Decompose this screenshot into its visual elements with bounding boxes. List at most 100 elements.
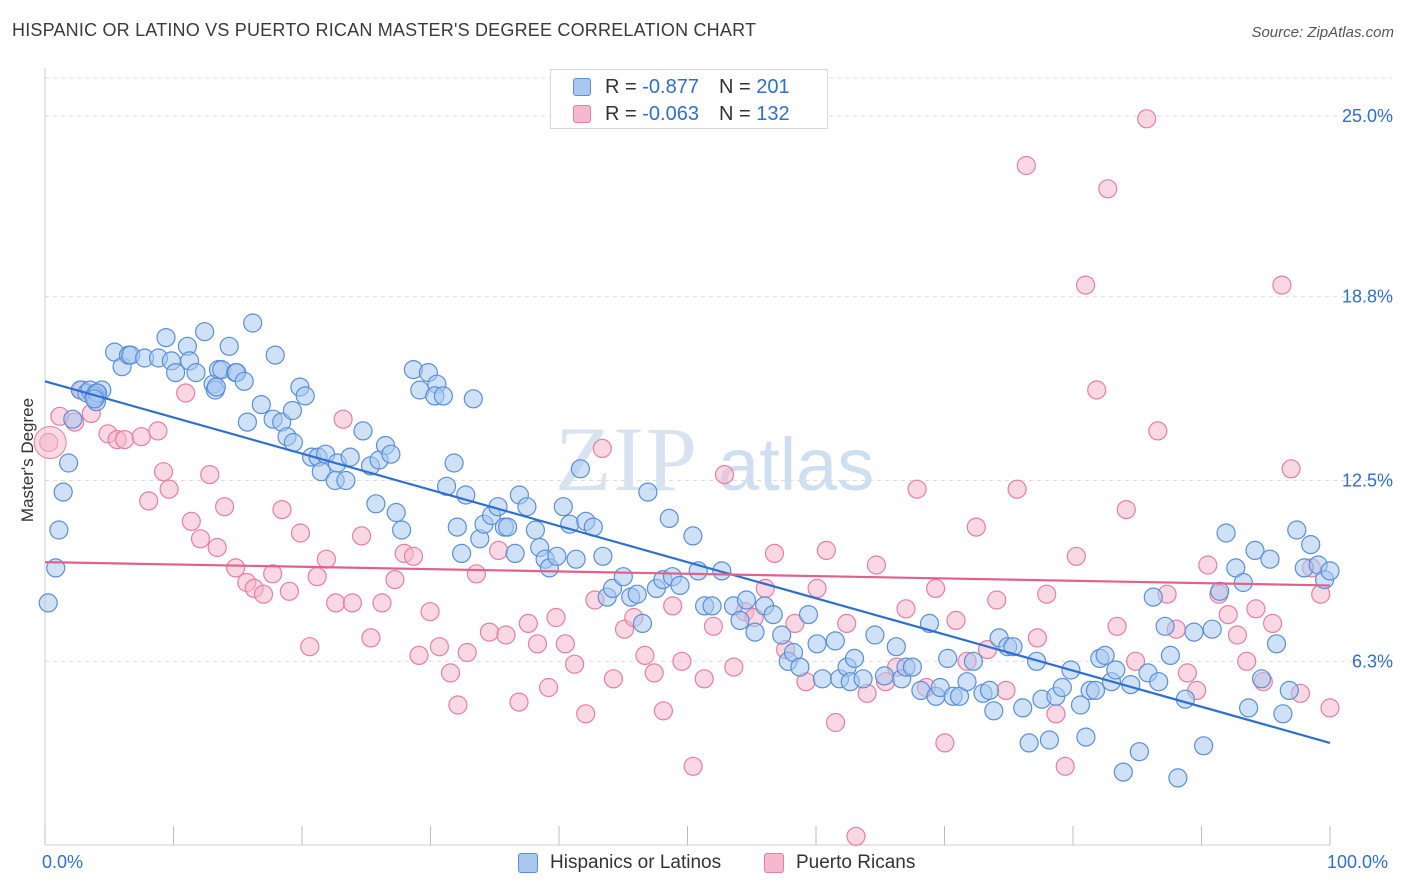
hispanics-point-134 bbox=[853, 669, 873, 689]
puerto-ricans-point-101 bbox=[1027, 628, 1048, 648]
puerto-ricans-point-27 bbox=[300, 637, 320, 657]
puerto-ricans-point-127 bbox=[1281, 459, 1301, 479]
hispanics-point-135 bbox=[865, 625, 885, 645]
hispanics-point-165 bbox=[1076, 727, 1096, 747]
puerto-ricans-point-111 bbox=[1125, 651, 1146, 671]
series-legend-puerto-ricans-label: Puerto Ricans bbox=[796, 852, 916, 873]
x-axis-min-label: 0.0% bbox=[42, 852, 84, 872]
puerto-ricans-point-38 bbox=[403, 546, 424, 566]
puerto-ricans-point-70 bbox=[714, 465, 735, 485]
puerto-ricans-point-92 bbox=[935, 733, 955, 753]
puerto-ricans-point-99 bbox=[1007, 479, 1027, 499]
puerto-ricans-point-39 bbox=[409, 645, 429, 666]
hispanics-point-137 bbox=[886, 637, 906, 657]
legend-n-label: N = bbox=[718, 75, 751, 98]
series-swatch-blue bbox=[518, 853, 538, 873]
puerto-ricans-point-91 bbox=[925, 578, 946, 599]
hispanics-point-41 bbox=[251, 395, 271, 415]
hispanics-point-83 bbox=[498, 517, 518, 537]
hispanics-point-152 bbox=[984, 701, 1004, 721]
puerto-ricans-point-81 bbox=[825, 712, 846, 733]
hispanics-point-188 bbox=[1233, 572, 1253, 593]
hispanics-point-177 bbox=[1149, 672, 1169, 692]
puerto-ricans-point-14 bbox=[181, 511, 201, 531]
legend-n-label: N = bbox=[718, 102, 751, 125]
puerto-ricans-point-41 bbox=[429, 637, 449, 657]
hispanics-point-194 bbox=[1273, 704, 1293, 724]
hispanics-point-181 bbox=[1175, 689, 1196, 709]
puerto-ricans-point-62 bbox=[635, 645, 655, 666]
puerto-ricans-point-40 bbox=[420, 602, 440, 622]
puerto-ricans-point-30 bbox=[326, 593, 346, 613]
puerto-ricans-point-75 bbox=[764, 543, 785, 564]
puerto-ricans-point-69 bbox=[703, 616, 724, 636]
puerto-ricans-point-50 bbox=[518, 613, 538, 634]
puerto-ricans-point-122 bbox=[1237, 651, 1257, 671]
puerto-ricans-point-47 bbox=[489, 540, 509, 561]
hispanics-point-157 bbox=[1019, 733, 1039, 753]
watermark-zip: ZIP bbox=[555, 408, 699, 510]
hispanics-point-49 bbox=[295, 386, 315, 406]
series-swatch-pink bbox=[764, 853, 784, 873]
hispanics-point-160 bbox=[1039, 730, 1060, 750]
hispanics-point-61 bbox=[366, 494, 386, 514]
hispanics-point-196 bbox=[1287, 520, 1307, 540]
puerto-ricans-point-89 bbox=[907, 479, 927, 499]
hispanics-point-45 bbox=[282, 400, 302, 421]
puerto-ricans-point-33 bbox=[352, 526, 372, 546]
x-axis-max-label: 100.0% bbox=[1327, 852, 1389, 872]
puerto-ricans-point-26 bbox=[290, 523, 311, 543]
hispanics-point-174 bbox=[1129, 742, 1150, 762]
hispanics-point-32 bbox=[206, 377, 226, 397]
puerto-ricans-point-110 bbox=[1116, 500, 1136, 520]
hispanics-point-94 bbox=[566, 549, 586, 569]
puerto-ricans-point-53 bbox=[546, 607, 566, 628]
hispanics-point-2 bbox=[49, 520, 69, 540]
hispanics-point-176 bbox=[1143, 587, 1163, 607]
hispanics-point-98 bbox=[593, 546, 613, 566]
hispanics-point-56 bbox=[336, 470, 356, 491]
hispanics-point-126 bbox=[798, 604, 819, 625]
hispanics-point-149 bbox=[963, 651, 984, 671]
hispanics-point-104 bbox=[632, 613, 653, 634]
hispanics-point-0 bbox=[38, 593, 58, 613]
puerto-ricans-point-113 bbox=[1148, 421, 1168, 441]
puerto-ricans-point-107 bbox=[1087, 380, 1107, 400]
hispanics-point-63 bbox=[381, 444, 401, 464]
watermark: ZIP atlas bbox=[555, 408, 874, 510]
legend-row-hispanics: R = -0.877 N = 201 bbox=[573, 74, 790, 100]
trend-line-puerto-ricans bbox=[44, 561, 1331, 587]
y-tick-labels: 6.3% 12.5% 18.8% 25.0% bbox=[1342, 106, 1393, 671]
hispanics-point-171 bbox=[1106, 660, 1126, 680]
puerto-ricans-point-36 bbox=[385, 569, 405, 590]
hispanics-point-185 bbox=[1210, 581, 1230, 601]
hispanics-point-92 bbox=[553, 497, 573, 517]
puerto-ricans-point-79 bbox=[807, 578, 827, 599]
hispanics-point-172 bbox=[1113, 762, 1133, 782]
hispanics-point-101 bbox=[613, 567, 633, 587]
puerto-ricans-point-25 bbox=[279, 581, 299, 601]
puerto-ricans-point-10 bbox=[148, 421, 168, 441]
puerto-ricans-point-85 bbox=[866, 555, 887, 575]
puerto-ricans-point-19 bbox=[226, 558, 246, 578]
hispanics-point-183 bbox=[1193, 736, 1214, 756]
hispanics-point-114 bbox=[702, 596, 722, 616]
hispanics-point-191 bbox=[1251, 669, 1272, 689]
puerto-ricans-point-131 bbox=[1320, 698, 1340, 718]
legend-r-label: R = bbox=[605, 75, 637, 98]
puerto-ricans-point-109 bbox=[1107, 616, 1127, 636]
hispanics-point-192 bbox=[1260, 549, 1280, 569]
hispanics-point-29 bbox=[195, 322, 215, 342]
puerto-ricans-point-93 bbox=[946, 610, 966, 631]
puerto-ricans-point-126 bbox=[1272, 275, 1292, 295]
puerto-ricans-point-63 bbox=[644, 663, 664, 683]
puerto-ricans-point-71 bbox=[724, 657, 744, 677]
hispanics-point-25 bbox=[166, 363, 186, 383]
hispanics-point-121 bbox=[763, 604, 783, 625]
hispanics-point-117 bbox=[730, 610, 750, 631]
puerto-ricans-point-82 bbox=[837, 613, 857, 634]
puerto-ricans-point-121 bbox=[1227, 625, 1248, 645]
series-legend-hispanics-label: Hispanics or Latinos bbox=[550, 852, 722, 873]
puerto-ricans-point-18 bbox=[215, 497, 235, 517]
